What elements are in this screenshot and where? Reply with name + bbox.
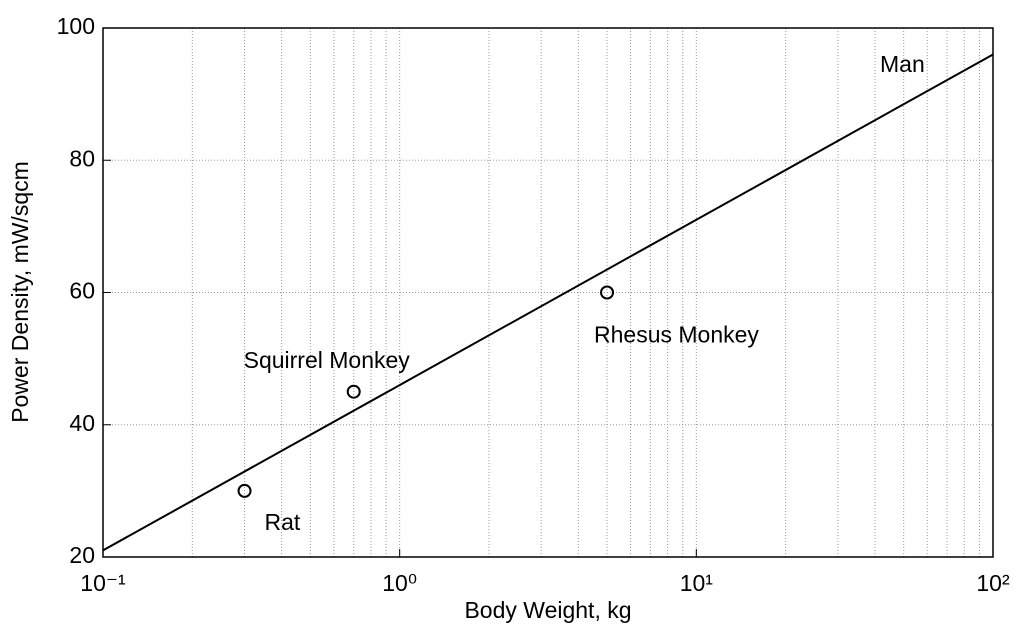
x-tick-label: 10¹ bbox=[680, 570, 714, 596]
y-tick-label: 100 bbox=[57, 13, 95, 39]
y-axis-label: Power Density, mW/sqcm bbox=[7, 161, 33, 423]
y-tick-label: 60 bbox=[69, 278, 95, 304]
data-point bbox=[237, 483, 252, 498]
x-tick-label: 10² bbox=[976, 570, 1010, 596]
data-point bbox=[346, 384, 361, 399]
point-label: Rhesus Monkey bbox=[594, 322, 759, 348]
data-point bbox=[600, 285, 615, 300]
point-label: Rat bbox=[265, 509, 301, 535]
x-axis-label: Body Weight, kg bbox=[464, 597, 631, 623]
y-tick-label: 20 bbox=[69, 542, 95, 568]
x-tick-label: 10⁰ bbox=[382, 570, 417, 596]
y-tick-label: 40 bbox=[69, 410, 95, 436]
x-tick-label: 10⁻¹ bbox=[80, 570, 126, 596]
y-tick-label: 80 bbox=[69, 145, 95, 171]
data-line bbox=[102, 53, 994, 552]
plot-frame bbox=[102, 27, 994, 558]
point-label: Squirrel Monkey bbox=[244, 347, 411, 373]
line-label: Man bbox=[880, 51, 925, 77]
